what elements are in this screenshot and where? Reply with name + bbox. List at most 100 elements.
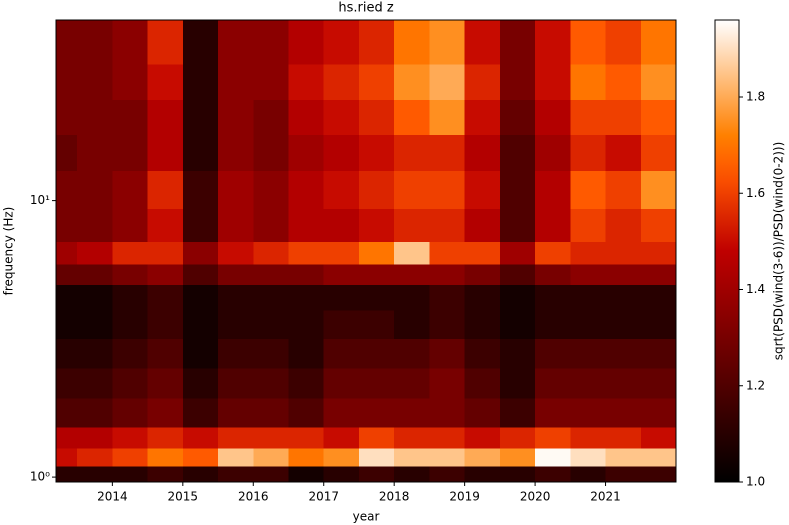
heatmap-cell [570, 284, 607, 311]
heatmap-cell [499, 427, 536, 449]
heatmap-cell [147, 264, 184, 285]
heatmap-cell [640, 284, 676, 311]
heatmap-cell [535, 466, 571, 482]
heatmap-cell [147, 367, 184, 399]
heatmap-cell [464, 264, 501, 285]
heatmap-cell [464, 309, 501, 339]
heatmap-cell [77, 448, 113, 467]
heatmap-cell [535, 241, 571, 265]
heatmap-cell [535, 448, 571, 467]
heatmap-cell [570, 241, 607, 265]
heatmap-cell [499, 284, 536, 311]
heatmap-cell [323, 427, 360, 449]
heatmap-cell [288, 338, 325, 369]
heatmap-cell [429, 99, 466, 136]
colorbar-tick-label: 1.8 [746, 90, 765, 104]
heatmap-cell [253, 20, 289, 65]
heatmap-cell [77, 367, 113, 399]
heatmap-cell [77, 284, 113, 311]
heatmap-cell [182, 284, 219, 311]
heatmap-cell [394, 20, 430, 65]
heatmap-cell [499, 241, 536, 265]
heatmap-cell [218, 427, 254, 449]
colorbar-tick-label: 1.4 [746, 282, 765, 296]
heatmap-cell [535, 367, 571, 399]
x-tick-label: 2021 [590, 490, 621, 504]
heatmap-cell [147, 448, 184, 467]
colorbar-label: sqrt(PSD(wind(3-6))/PSD(wind(0-2))) [772, 142, 786, 361]
heatmap-cell [288, 99, 325, 136]
heatmap-cell [640, 309, 676, 339]
heatmap-cell [605, 134, 642, 172]
heatmap-cell [218, 466, 254, 482]
heatmap-cell [605, 284, 642, 311]
heatmap-cell [218, 284, 254, 311]
heatmap-cell [253, 264, 289, 285]
heatmap-cell [358, 448, 395, 467]
heatmap-cell [499, 309, 536, 339]
heatmap-cell [499, 208, 536, 243]
heatmap-cell [605, 309, 642, 339]
heatmap-cell [288, 241, 325, 265]
heatmap-cell [147, 134, 184, 172]
heatmap-cell [112, 309, 149, 339]
heatmap-cell [358, 241, 395, 265]
heatmap-cell [499, 99, 536, 136]
heatmap-cell [499, 338, 536, 369]
heatmap-cell [112, 170, 149, 209]
heatmap-cell [499, 397, 536, 428]
x-tick-label: 2015 [168, 490, 199, 504]
heatmap-cell [112, 448, 149, 467]
heatmap-cell [147, 338, 184, 369]
heatmap-cell [56, 64, 78, 100]
heatmap-cell [358, 427, 395, 449]
heatmap-cell [77, 338, 113, 369]
heatmap-cell [429, 134, 466, 172]
heatmap-cell [605, 20, 642, 65]
heatmap-cell [394, 309, 430, 339]
heatmap-cell [147, 241, 184, 265]
heatmap-cell [358, 170, 395, 209]
heatmap-cell [288, 427, 325, 449]
heatmap-cell [640, 99, 676, 136]
heatmap-cell [640, 241, 676, 265]
heatmap-cell [570, 170, 607, 209]
heatmap-cell [464, 367, 501, 399]
heatmap-cell [56, 427, 78, 449]
heatmap-cell [112, 134, 149, 172]
heatmap-cell [288, 264, 325, 285]
heatmap-cell [499, 466, 536, 482]
heatmap-cell [499, 170, 536, 209]
heatmap-cell [499, 64, 536, 100]
heatmap-cell [147, 99, 184, 136]
heatmap-cell [112, 20, 149, 65]
heatmap-cell [112, 466, 149, 482]
heatmap-cell [429, 64, 466, 100]
heatmap-cell [429, 170, 466, 209]
heatmap-cell [535, 170, 571, 209]
heatmap-cell [288, 466, 325, 482]
plot-frame [55, 19, 677, 483]
heatmap-cell [288, 64, 325, 100]
colorbar-frame [714, 19, 740, 483]
heatmap-cell [253, 338, 289, 369]
heatmap-cell [535, 20, 571, 65]
heatmap-cell [394, 397, 430, 428]
heatmap-cell [429, 448, 466, 467]
heatmap-cell [56, 241, 78, 265]
heatmap-cell [358, 338, 395, 369]
heatmap-cell [182, 208, 219, 243]
heatmap-cell [464, 241, 501, 265]
heatmap-cell [288, 284, 325, 311]
heatmap-cell [429, 208, 466, 243]
heatmap-cell [218, 170, 254, 209]
x-tick-label: 2016 [238, 490, 269, 504]
heatmap-cell [640, 448, 676, 467]
heatmap-cell [640, 264, 676, 285]
heatmap-cell [56, 397, 78, 428]
heatmap-cell [323, 241, 360, 265]
heatmap-cell [605, 466, 642, 482]
heatmap-cell [56, 338, 78, 369]
heatmap-cell [323, 448, 360, 467]
heatmap-cell [147, 20, 184, 65]
